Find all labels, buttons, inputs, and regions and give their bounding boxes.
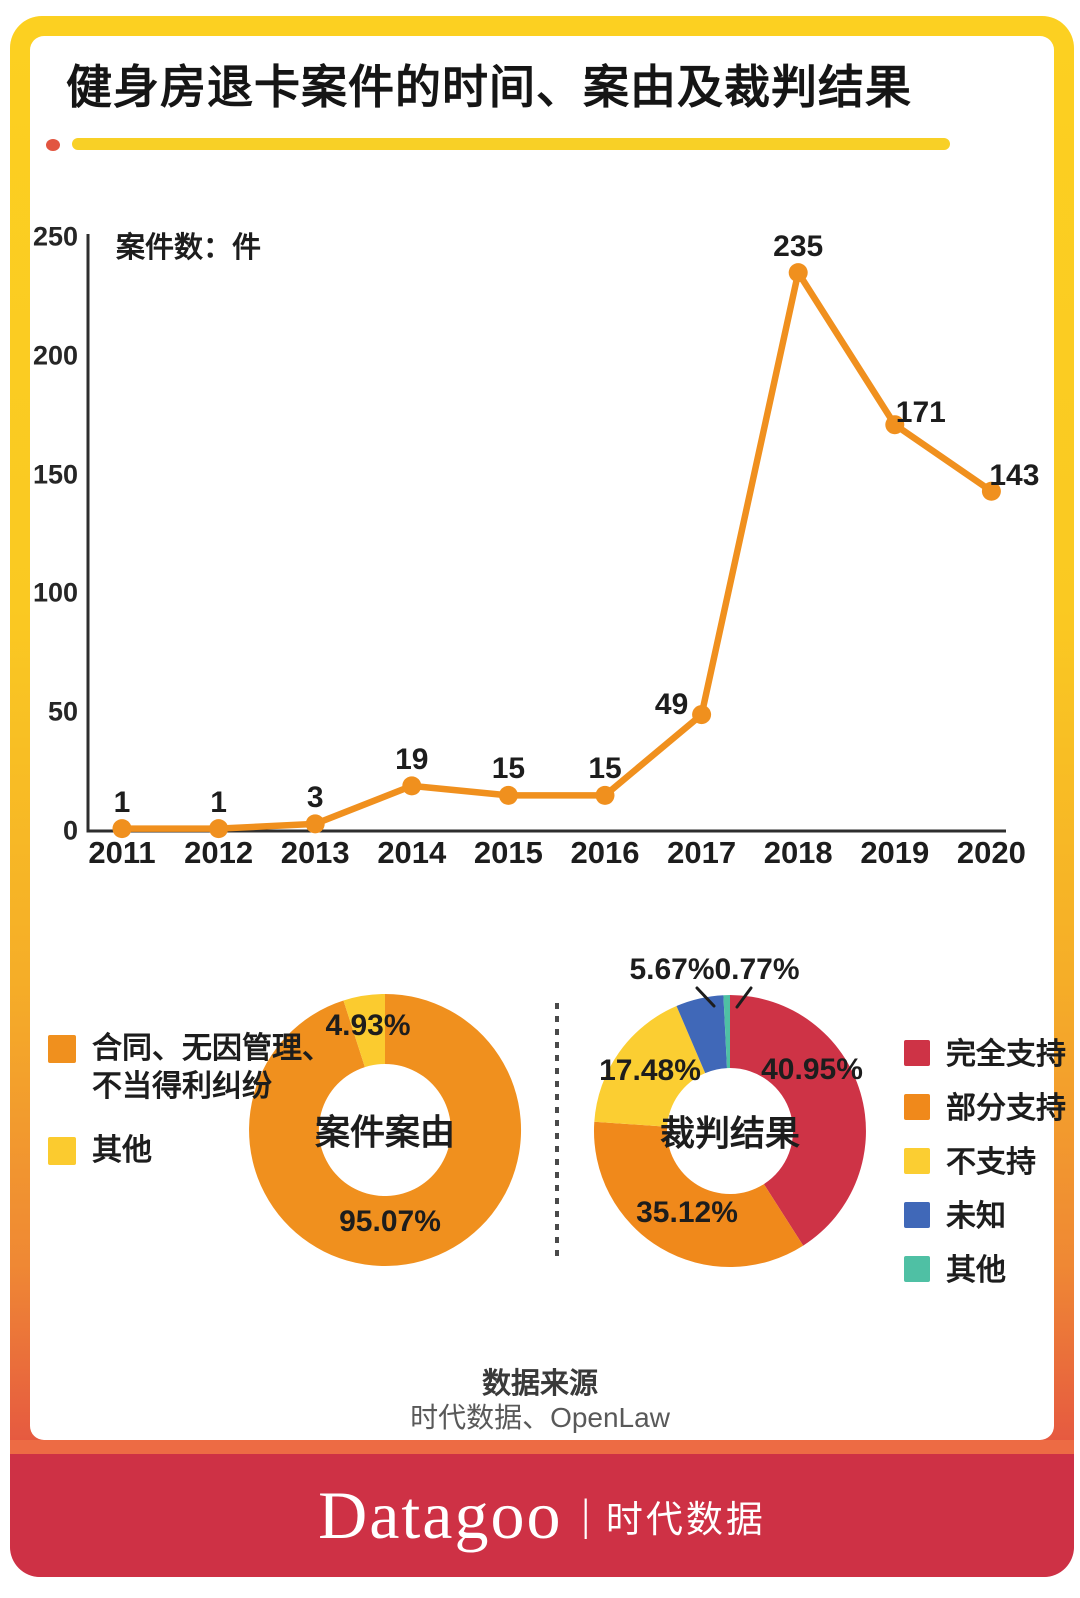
donut-slice [676, 995, 727, 1074]
legend-swatch-icon [48, 1137, 76, 1165]
brand-logo-text: Datagoo [318, 1477, 563, 1553]
brand-chinese-name: 时代数据 [605, 1498, 766, 1540]
legend-swatch-icon [904, 1202, 930, 1228]
legend-swatch-icon [48, 1035, 76, 1063]
line-series [118, 269, 995, 832]
label-pointer-line [735, 986, 753, 1009]
donut-slice [594, 1006, 706, 1127]
data-source-value: 时代数据、OpenLaw [410, 1402, 670, 1433]
title-underline-dot-icon [46, 139, 60, 151]
y-axis-unit-label: 案件数：件 [116, 232, 262, 264]
legend-item: 不支持 [904, 1144, 1066, 1182]
data-point [692, 705, 712, 725]
donut2-center-title: 裁判结果 [659, 1114, 801, 1154]
legend-label: 不支持 [946, 1146, 1036, 1179]
legend-item: 其他 [904, 1252, 1066, 1290]
donut-slice [593, 1121, 804, 1267]
data-point [498, 785, 518, 805]
orange-accent-strip [10, 1440, 1074, 1454]
axes-lines [86, 234, 1006, 833]
legend-item: 合同、无因管理、 不当得利纠纷 [48, 1030, 332, 1106]
donut1-center-title: 案件案由 [314, 1113, 456, 1153]
legend-swatch-icon [904, 1094, 930, 1120]
legend-item: 部分支持 [904, 1090, 1066, 1128]
donut-slice [723, 995, 730, 1069]
donut1-legend: 合同、无因管理、 不当得利纠纷其他 [48, 1030, 332, 1196]
data-point [981, 481, 1001, 501]
brand-banner: Datagoo | 时代数据 [10, 1454, 1074, 1577]
legend-swatch-icon [904, 1256, 930, 1282]
legend-swatch-icon [904, 1148, 930, 1174]
data-point [788, 263, 808, 283]
data-point [885, 415, 905, 435]
data-source-label: 数据来源 [481, 1368, 598, 1400]
legend-label: 完全支持 [946, 1038, 1066, 1071]
data-point [402, 776, 422, 796]
legend-label: 其他 [946, 1254, 1006, 1287]
data-point [595, 785, 615, 805]
legend-label: 未知 [946, 1200, 1006, 1233]
donut-slice [730, 995, 866, 1246]
page-title: 健身房退卡案件的时间、案由及裁判结果 [66, 61, 912, 113]
dashed-divider [555, 1003, 559, 1263]
legend-label: 其他 [92, 1134, 152, 1167]
brand-divider: | [582, 1490, 590, 1540]
label-pointer-line [695, 986, 716, 1008]
legend-item: 其他 [48, 1132, 332, 1170]
donut-slice [343, 994, 385, 1068]
legend-item: 完全支持 [904, 1036, 1066, 1074]
title-underline-bar [72, 138, 950, 150]
legend-label: 部分支持 [946, 1092, 1066, 1125]
legend-swatch-icon [904, 1040, 930, 1066]
legend-item: 未知 [904, 1198, 1066, 1236]
data-point [112, 819, 132, 839]
data-point [305, 814, 325, 834]
donut2-legend: 完全支持部分支持不支持未知其他 [904, 1036, 1066, 1306]
donut-slice [249, 993, 522, 1267]
data-point [209, 819, 229, 839]
legend-label: 合同、无因管理、 不当得利纠纷 [92, 1032, 332, 1103]
content-area [30, 36, 1054, 1440]
